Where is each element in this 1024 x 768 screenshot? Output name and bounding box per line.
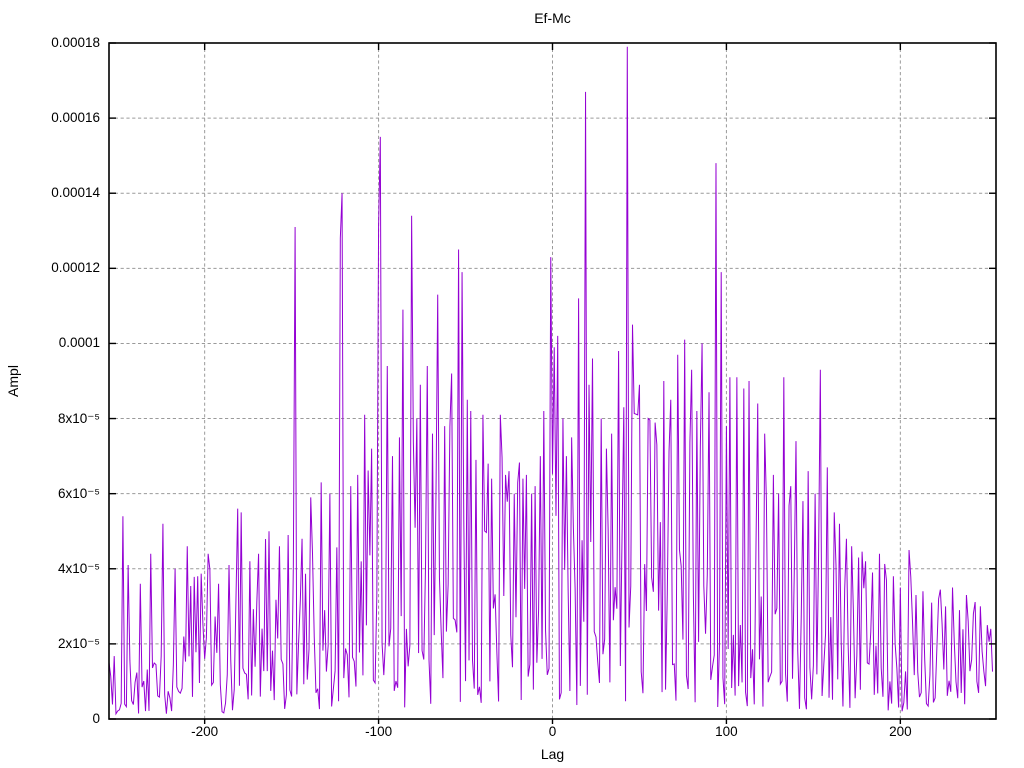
- x-tick-label: 200: [889, 724, 912, 739]
- chart-title: Ef-Mc: [534, 10, 571, 26]
- y-tick-label: 0.00012: [51, 260, 100, 276]
- y-tick-label: 0.00018: [51, 35, 100, 50]
- y-tick-label: 4x10⁻⁵: [58, 560, 100, 576]
- x-tick-label: 100: [715, 724, 738, 739]
- y-tick-label: 8x10⁻⁵: [58, 410, 100, 426]
- y-tick-label: 0: [92, 711, 100, 726]
- y-tick-label: 0.00016: [51, 110, 100, 126]
- y-axis-label: Ampl: [5, 365, 21, 397]
- y-tick-label: 0.0001: [58, 335, 100, 351]
- x-axis-label: Lag: [540, 746, 565, 762]
- y-tick-label: 6x10⁻⁵: [58, 485, 100, 501]
- x-tick-label: -100: [365, 724, 393, 739]
- y-tick-label: 2x10⁻⁵: [58, 635, 100, 651]
- x-tick-label: -200: [191, 724, 219, 739]
- data-line-ef-mc: [108, 46, 994, 716]
- x-tick-label: 0: [548, 724, 557, 739]
- y-tick-label: 0.00014: [51, 185, 100, 201]
